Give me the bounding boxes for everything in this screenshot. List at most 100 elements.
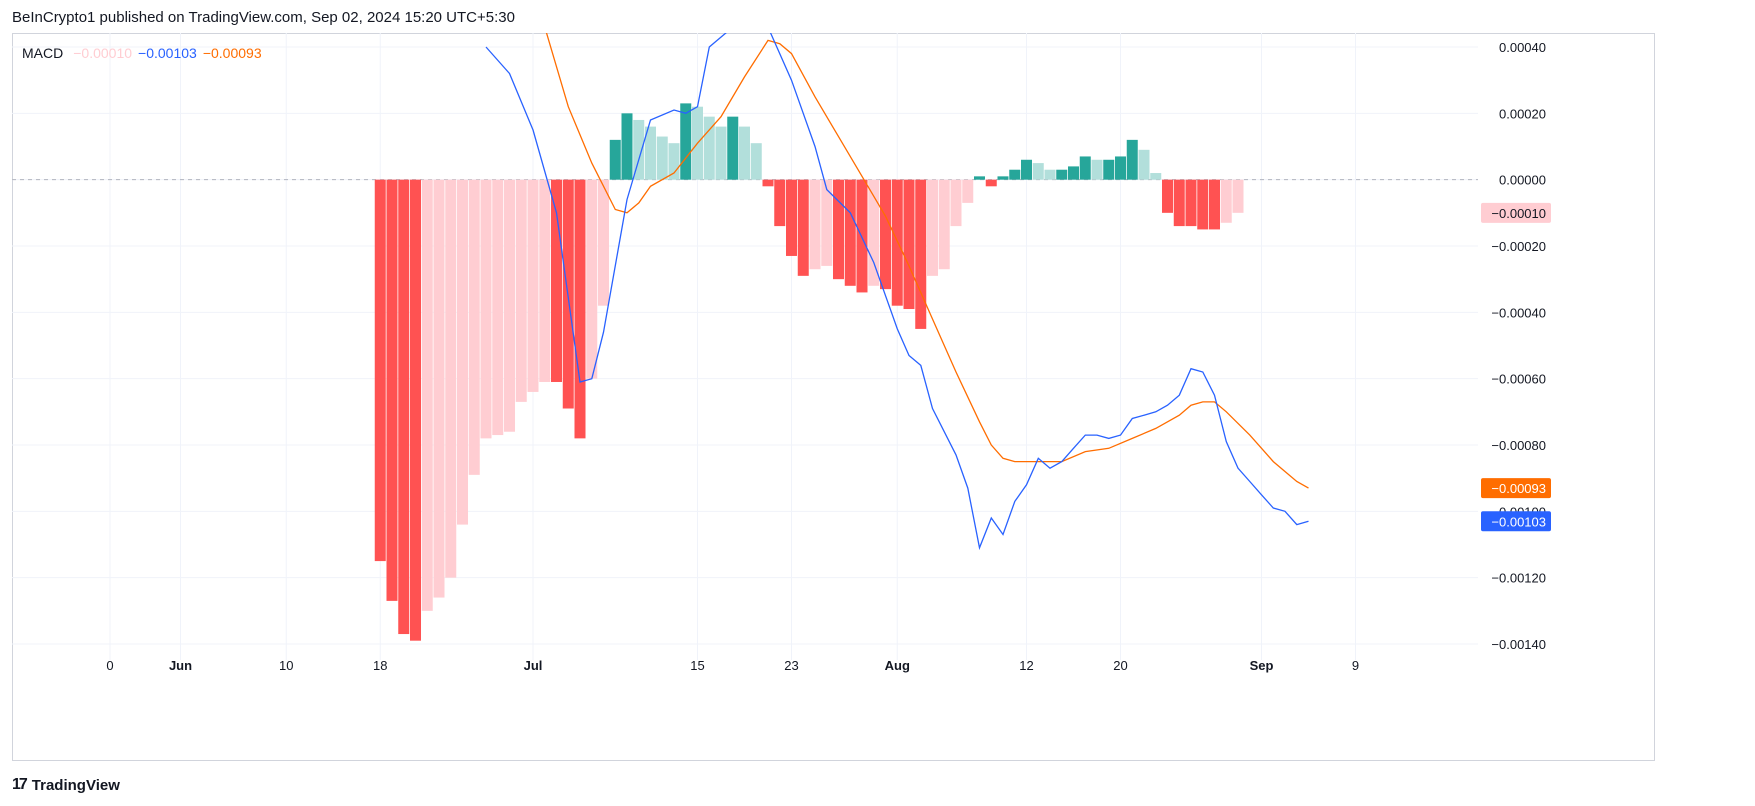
- last-value-text: −0.00103: [1491, 514, 1546, 529]
- y-tick-label: 0.00020: [1499, 106, 1546, 121]
- histogram-bar: [468, 179, 480, 475]
- histogram-bar: [645, 126, 656, 180]
- histogram-bar: [844, 179, 856, 286]
- histogram-bar: [445, 179, 457, 578]
- histogram-bar: [739, 126, 750, 180]
- tradingview-logo-icon: 17: [12, 776, 28, 793]
- histogram-bar: [809, 179, 821, 270]
- histogram-bar: [1138, 149, 1150, 180]
- y-tick-label: −0.00080: [1491, 438, 1546, 453]
- histogram-bar: [457, 179, 468, 525]
- last-value-text: −0.00093: [1491, 481, 1546, 496]
- histogram-bar: [492, 179, 504, 436]
- histogram-bar: [633, 119, 645, 180]
- y-tick-label: 0.00000: [1499, 173, 1546, 188]
- x-tick-label: Sep: [1250, 658, 1274, 673]
- histogram-bar: [715, 126, 727, 180]
- histogram-bar: [609, 139, 621, 180]
- legend-hist-value: −0.00010: [73, 45, 133, 61]
- x-tick-label: 23: [784, 658, 798, 673]
- histogram-bar: [410, 179, 421, 641]
- histogram-bar: [1056, 169, 1068, 180]
- histogram-bar: [480, 179, 492, 439]
- histogram-bar: [997, 176, 1009, 180]
- histogram-bar: [903, 179, 915, 310]
- macd-line: [485, 33, 1309, 551]
- histogram-bar: [1150, 173, 1162, 180]
- legend-macd-value: −0.00103: [138, 45, 197, 61]
- y-tick-label: −0.00140: [1491, 637, 1546, 652]
- x-tick-label: 12: [1019, 658, 1033, 673]
- histogram-bar: [938, 179, 950, 270]
- histogram-bar: [1197, 179, 1209, 230]
- histogram-bar: [374, 179, 386, 562]
- legend-signal-value: −0.00093: [202, 45, 262, 61]
- y-tick-label: −0.00060: [1491, 372, 1546, 387]
- x-tick-label: 20: [1113, 658, 1127, 673]
- indicator-legend[interactable]: MACD −0.00010 −0.00103 −0.00093: [22, 45, 272, 61]
- histogram-bar: [821, 179, 833, 266]
- chart-frame[interactable]: [12, 33, 1655, 761]
- histogram-bar: [915, 179, 927, 329]
- histogram-bar: [433, 179, 445, 598]
- legend-indicator-name: MACD: [22, 45, 64, 61]
- signal-line: [545, 33, 1309, 489]
- last-value-badge: [1481, 478, 1551, 499]
- histogram-bar: [750, 143, 762, 180]
- histogram-bar: [797, 179, 809, 276]
- histogram-bar: [762, 179, 774, 187]
- histogram-bar: [398, 179, 410, 635]
- histogram-bar: [856, 179, 868, 293]
- histogram-bar: [1185, 179, 1197, 227]
- histogram-bar: [621, 113, 633, 180]
- histogram-bar: [515, 179, 527, 402]
- histogram-bar: [539, 179, 551, 382]
- histogram-bar: [668, 143, 680, 180]
- histogram-bar: [680, 103, 692, 180]
- histogram-bar: [1068, 166, 1079, 180]
- y-tick-label: −0.00040: [1491, 305, 1546, 320]
- histogram-bar: [927, 179, 938, 276]
- brand-name: TradingView: [31, 776, 120, 794]
- x-tick-label: 0: [106, 658, 113, 673]
- last-value-text: −0.00010: [1491, 206, 1546, 221]
- histogram-bar: [1115, 156, 1126, 180]
- histogram-bar: [386, 179, 398, 601]
- histogram-bar: [598, 179, 609, 306]
- x-tick-label: 9: [1352, 658, 1359, 673]
- histogram-bar: [574, 179, 586, 439]
- histogram-bar: [1173, 179, 1185, 227]
- footer-branding[interactable]: 17 TradingView: [12, 776, 120, 794]
- histogram-bar: [1209, 179, 1220, 230]
- histogram-bar: [1044, 169, 1056, 180]
- histogram-bar: [880, 179, 891, 290]
- x-tick-label: 10: [279, 658, 293, 673]
- histogram-bar: [891, 179, 903, 306]
- histogram-bar: [1032, 163, 1044, 180]
- histogram-bar: [1126, 139, 1138, 180]
- last-value-badge: [1481, 202, 1551, 223]
- histogram-bar: [1220, 179, 1232, 223]
- histogram-bar: [974, 176, 985, 180]
- histogram-bar: [985, 179, 997, 187]
- x-tick-label: Aug: [885, 658, 910, 673]
- histogram-bar: [504, 179, 515, 432]
- histogram-bar: [1021, 159, 1032, 180]
- x-tick-label: Jul: [524, 658, 543, 673]
- histogram-bar: [656, 136, 668, 180]
- histogram-bar: [1079, 156, 1091, 180]
- last-value-badge: [1481, 511, 1551, 532]
- y-tick-label: −0.00120: [1491, 571, 1546, 586]
- histogram-bar: [962, 179, 974, 203]
- histogram-bar: [868, 179, 880, 286]
- x-tick-label: 15: [690, 658, 704, 673]
- histogram-bar: [551, 179, 562, 382]
- histogram-group: [374, 103, 1244, 641]
- histogram-bar: [774, 179, 786, 227]
- histogram-bar: [833, 179, 844, 280]
- histogram-bar: [1162, 179, 1173, 213]
- histogram-bar: [586, 179, 598, 379]
- histogram-bar: [1103, 159, 1115, 180]
- publish-header: BeInCrypto1 published on TradingView.com…: [12, 9, 515, 26]
